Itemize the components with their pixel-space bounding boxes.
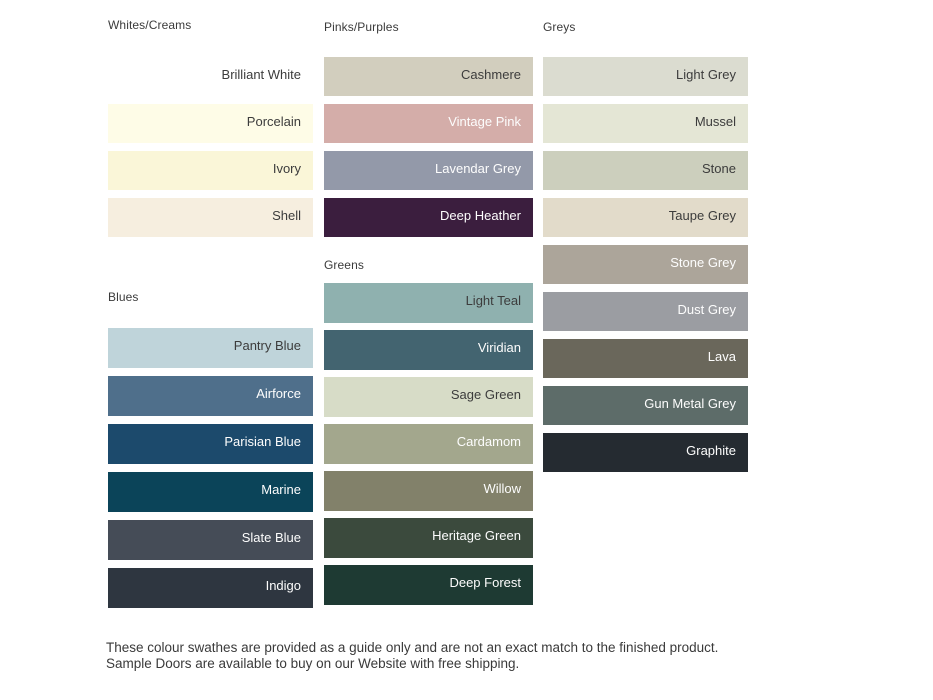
swatch-label-stone: Stone [702,161,736,176]
swatch-cashmere: Cashmere [324,57,533,96]
swatch-light-teal: Light Teal [324,283,533,323]
swatch-graphite: Graphite [543,433,748,472]
swatch-label-graphite: Graphite [686,443,736,458]
swatch-airforce: Airforce [108,376,313,416]
swatch-label-cardamom: Cardamom [456,434,521,449]
swatch-stack-greys: Light Grey Mussel Stone Taupe Grey Stone… [543,57,748,472]
swatch-deep-heather: Deep Heather [324,198,533,237]
swatch-dust-grey: Dust Grey [543,292,748,331]
swatch-stack-whites-creams: Brilliant White Porcelain Ivory Shell [108,57,313,237]
swatch-heritage-green: Heritage Green [324,518,533,558]
swatch-marine: Marine [108,472,313,512]
swatch-label-lava: Lava [707,349,736,364]
swatch-label-gun-metal-grey: Gun Metal Grey [644,396,736,411]
swatch-label-marine: Marine [261,482,301,497]
swatch-label-parisian-blue: Parisian Blue [224,434,301,449]
swatch-label-light-grey: Light Grey [676,67,736,82]
swatch-stack-greens: Light Teal Viridian Sage Green Cardamom … [324,283,533,605]
swatch-ivory: Ivory [108,151,313,190]
swatch-lavendar-grey: Lavendar Grey [324,151,533,190]
swatch-label-vintage-pink: Vintage Pink [448,114,521,129]
swatch-stack-pinks-purples: Cashmere Vintage Pink Lavendar Grey Deep… [324,57,533,237]
footer-note: These colour swathes are provided as a g… [106,640,726,671]
swatch-light-grey: Light Grey [543,57,748,96]
swatch-stone: Stone [543,151,748,190]
swatch-label-brilliant-white: Brilliant White [221,67,301,82]
section-title-blues: Blues [108,290,139,304]
section-greens: Greens Light Teal Viridian Sage Green Ca… [324,258,533,605]
swatch-label-dust-grey: Dust Grey [677,302,736,317]
swatch-taupe-grey: Taupe Grey [543,198,748,237]
swatch-brilliant-white: Brilliant White [108,57,313,96]
swatch-label-indigo: Indigo [265,578,301,593]
swatch-deep-forest: Deep Forest [324,565,533,605]
swatch-indigo: Indigo [108,568,313,608]
swatch-vintage-pink: Vintage Pink [324,104,533,143]
swatch-label-deep-forest: Deep Forest [449,575,521,590]
swatch-label-slate-blue: Slate Blue [241,530,301,545]
swatch-lava: Lava [543,339,748,378]
swatch-willow: Willow [324,471,533,511]
swatch-viridian: Viridian [324,330,533,370]
section-title-pinks-purples: Pinks/Purples [324,20,399,34]
swatch-label-viridian: Viridian [477,340,521,355]
swatch-label-stone-grey: Stone Grey [670,255,736,270]
swatch-label-light-teal: Light Teal [465,293,521,308]
swatch-label-heritage-green: Heritage Green [432,528,521,543]
swatch-label-ivory: Ivory [272,161,301,176]
swatch-label-willow: Willow [483,481,521,496]
swatch-cardamom: Cardamom [324,424,533,464]
section-pinks-purples: Pinks/Purples Cashmere Vintage Pink Lave… [324,20,533,237]
swatch-sage-green: Sage Green [324,377,533,417]
swatch-label-porcelain: Porcelain [246,114,301,129]
swatch-label-mussel: Mussel [694,114,736,129]
swatch-porcelain: Porcelain [108,104,313,143]
swatch-label-airforce: Airforce [256,386,301,401]
swatch-label-pantry-blue: Pantry Blue [233,338,301,353]
section-title-greens: Greens [324,258,364,272]
swatch-label-deep-heather: Deep Heather [440,208,521,223]
swatch-shell: Shell [108,198,313,237]
swatch-label-shell: Shell [272,208,301,223]
section-title-greys: Greys [543,20,576,34]
swatch-parisian-blue: Parisian Blue [108,424,313,464]
swatch-gun-metal-grey: Gun Metal Grey [543,386,748,425]
swatch-stack-blues: Pantry Blue Airforce Parisian Blue Marin… [108,328,313,608]
swatch-pantry-blue: Pantry Blue [108,328,313,368]
swatch-label-sage-green: Sage Green [450,387,521,402]
swatch-slate-blue: Slate Blue [108,520,313,560]
swatch-label-cashmere: Cashmere [461,67,521,82]
swatch-mussel: Mussel [543,104,748,143]
section-title-whites-creams: Whites/Creams [108,18,192,32]
section-whites-creams: Whites/Creams Brilliant White Porcelain … [108,18,313,237]
swatch-label-lavendar-grey: Lavendar Grey [435,161,521,176]
swatch-stone-grey: Stone Grey [543,245,748,284]
section-blues: Blues Pantry Blue Airforce Parisian Blue… [108,290,313,608]
section-greys: Greys Light Grey Mussel Stone Taupe Grey… [543,20,748,472]
swatch-label-taupe-grey: Taupe Grey [668,208,736,223]
